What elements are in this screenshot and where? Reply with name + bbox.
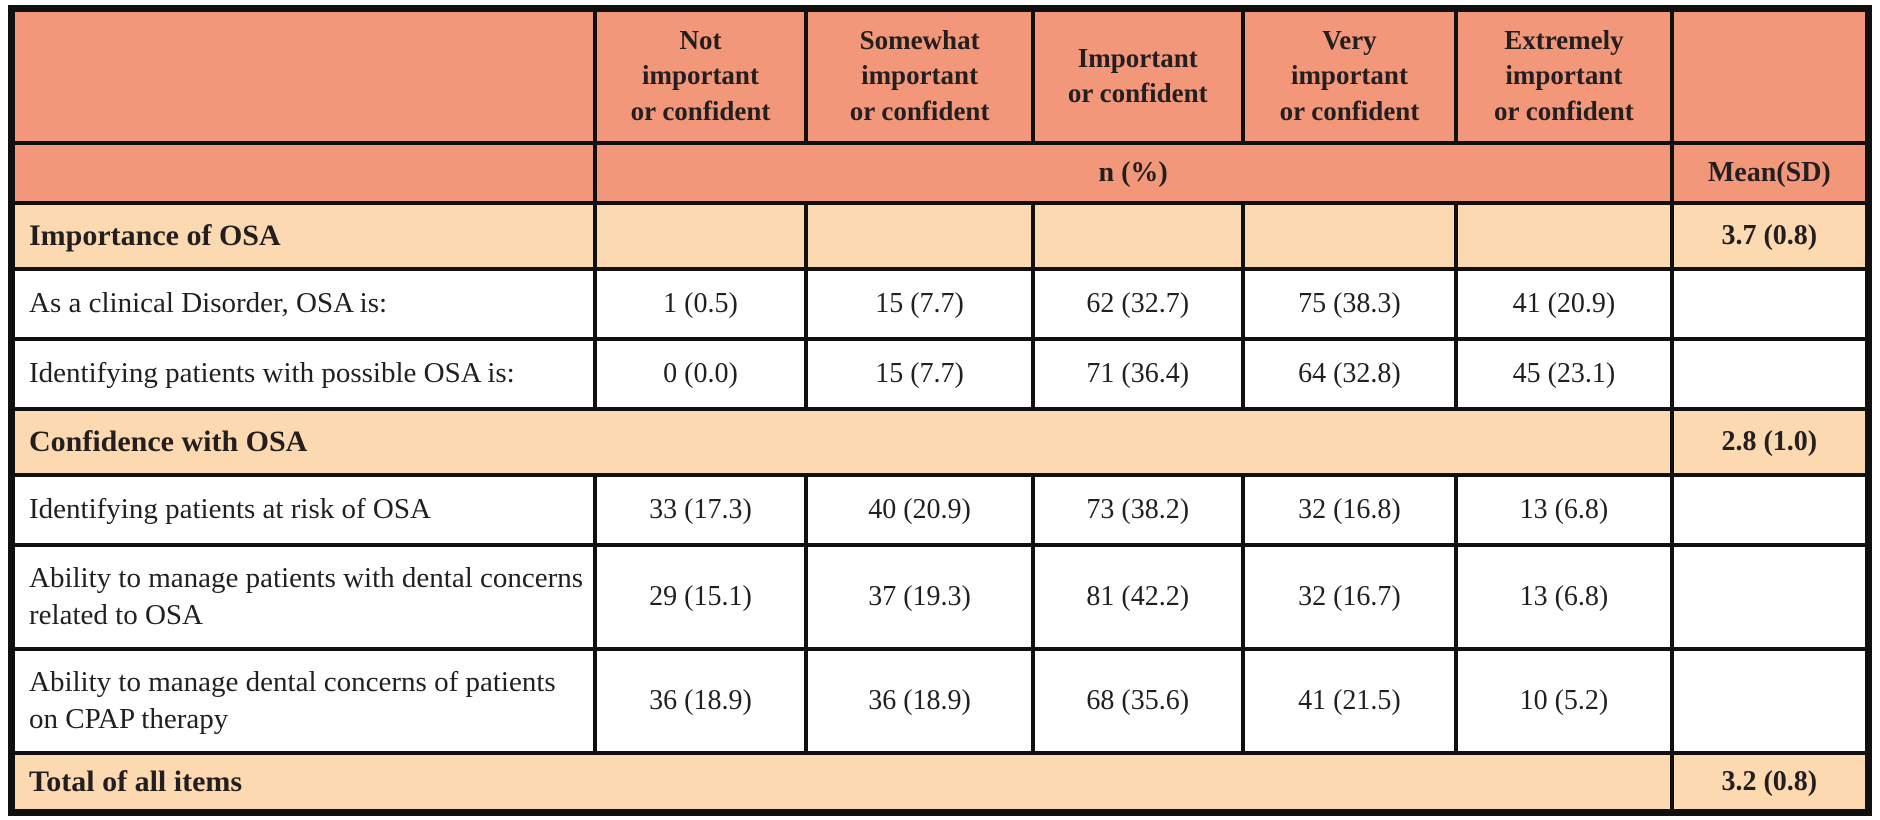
empty-mean-cell [1669,542,1871,651]
value-cell: 62 (32.7) [1030,266,1245,341]
empty-mean-cell [1669,472,1871,547]
empty-mean-cell [1669,266,1871,341]
value-cell: 0 (0.0) [592,336,809,411]
section-empty-cell [592,200,809,271]
section-row-importance: Importance of OSA 3.7 (0.8) [9,200,1871,271]
value-cell: 36 (18.9) [804,646,1035,755]
header-corner-left [9,6,597,145]
value-cell: 32 (16.8) [1240,472,1459,547]
table-row-identifying-possible-osa: Identifying patients with possible OSA i… [9,336,1871,411]
value-cell: 1 (0.5) [592,266,809,341]
header-row-ratings: Not important or confident Somewhat impo… [9,6,1871,145]
value-cell: 15 (7.7) [804,336,1035,411]
row-label: Ability to manage dental concerns of pat… [9,646,597,755]
subheader-empty-cell [9,140,597,205]
subheader-mean-sd: Mean(SD) [1669,140,1871,205]
osa-importance-confidence-table: Not important or confident Somewhat impo… [8,5,1872,816]
value-cell: 75 (38.3) [1240,266,1459,341]
subheader-n-percent: n (%) [592,140,1674,205]
empty-mean-cell [1669,646,1871,755]
header-cell-important: Important or confident [1030,6,1245,145]
value-cell: 15 (7.7) [804,266,1035,341]
value-cell: 29 (15.1) [592,542,809,651]
section-empty-cell [1454,200,1674,271]
header-cell-not-important: Not important or confident [592,6,809,145]
row-label: Identifying patients with possible OSA i… [9,336,597,411]
table-row-manage-dental-concerns: Ability to manage patients with dental c… [9,542,1871,651]
section-row-confidence: Confidence with OSA 2.8 (1.0) [9,406,1871,477]
value-cell: 36 (18.9) [592,646,809,755]
table-row-clinical-disorder: As a clinical Disorder, OSA is: 1 (0.5) … [9,266,1871,341]
header-corner-right [1669,6,1871,145]
row-label: Ability to manage patients with dental c… [9,542,597,651]
section-empty-cell [1240,200,1459,271]
header-cell-extremely-important: Extremely important or confident [1454,6,1674,145]
value-cell: 45 (23.1) [1454,336,1674,411]
value-cell: 81 (42.2) [1030,542,1245,651]
value-cell: 64 (32.8) [1240,336,1459,411]
empty-mean-cell [1669,336,1871,411]
row-label: Identifying patients at risk of OSA [9,472,597,547]
total-row: Total of all items 3.2 (0.8) [9,750,1871,815]
mean-value-total: 3.2 (0.8) [1669,750,1871,815]
section-label-confidence: Confidence with OSA [9,406,1674,477]
value-cell: 71 (36.4) [1030,336,1245,411]
mean-value-importance: 3.7 (0.8) [1669,200,1871,271]
value-cell: 10 (5.2) [1454,646,1674,755]
total-label: Total of all items [9,750,1674,815]
section-empty-cell [1030,200,1245,271]
value-cell: 41 (20.9) [1454,266,1674,341]
value-cell: 68 (35.6) [1030,646,1245,755]
value-cell: 41 (21.5) [1240,646,1459,755]
header-cell-very-important: Very important or confident [1240,6,1459,145]
mean-value-confidence: 2.8 (1.0) [1669,406,1871,477]
value-cell: 37 (19.3) [804,542,1035,651]
table-row-manage-cpap-concerns: Ability to manage dental concerns of pat… [9,646,1871,755]
value-cell: 32 (16.7) [1240,542,1459,651]
section-label-importance: Importance of OSA [9,200,597,271]
value-cell: 73 (38.2) [1030,472,1245,547]
value-cell: 33 (17.3) [592,472,809,547]
value-cell: 40 (20.9) [804,472,1035,547]
section-empty-cell [804,200,1035,271]
header-cell-somewhat-important: Somewhat important or confident [804,6,1035,145]
value-cell: 13 (6.8) [1454,472,1674,547]
header-row-units: n (%) Mean(SD) [9,140,1871,205]
value-cell: 13 (6.8) [1454,542,1674,651]
table-row-identifying-risk-osa: Identifying patients at risk of OSA 33 (… [9,472,1871,547]
row-label: As a clinical Disorder, OSA is: [9,266,597,341]
